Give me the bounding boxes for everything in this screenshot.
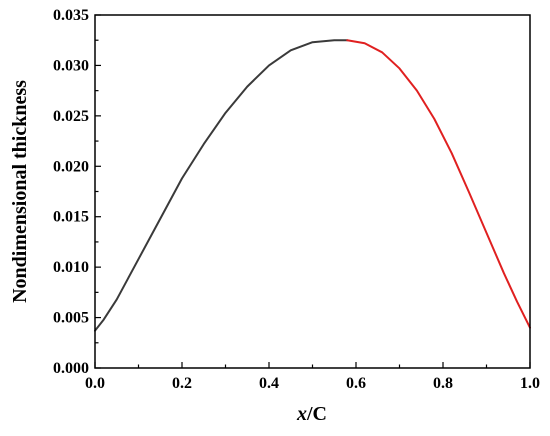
x-tick-label: 0.0 — [85, 375, 105, 392]
x-tick-label: 0.4 — [259, 375, 279, 392]
y-tick-label: 0.025 — [53, 108, 89, 125]
y-tick-label: 0.035 — [53, 7, 89, 24]
series-line-2 — [346, 39, 531, 329]
tick-layer: 0.0 0.2 0.4 0.6 0.8 1.0 0.000 0.005 0.010 0.015 0.… — [53, 7, 540, 392]
y-tick-label: 0.020 — [53, 158, 89, 175]
series-layer — [94, 39, 531, 332]
plot-background — [95, 15, 530, 368]
x-tick-label: 0.2 — [172, 375, 192, 392]
y-tick-label: 0.005 — [53, 310, 89, 327]
y-axis-label: Nondimensional thickness — [9, 80, 31, 303]
x-tick-label: 1.0 — [520, 375, 540, 392]
y-tick-label: 0.010 — [53, 259, 89, 276]
y-tick-label: 0.015 — [53, 209, 89, 226]
series-line-1 — [94, 39, 349, 332]
x-axis-label: x/C — [296, 403, 327, 425]
x-tick-label: 0.6 — [346, 375, 366, 392]
x-axis-label-rest: /C — [306, 403, 327, 425]
y-tick-label: 0.000 — [53, 360, 89, 377]
x-axis-label-italic: x — [296, 403, 307, 425]
y-tick-label: 0.030 — [53, 57, 89, 74]
x-tick-label: 0.8 — [433, 375, 453, 392]
